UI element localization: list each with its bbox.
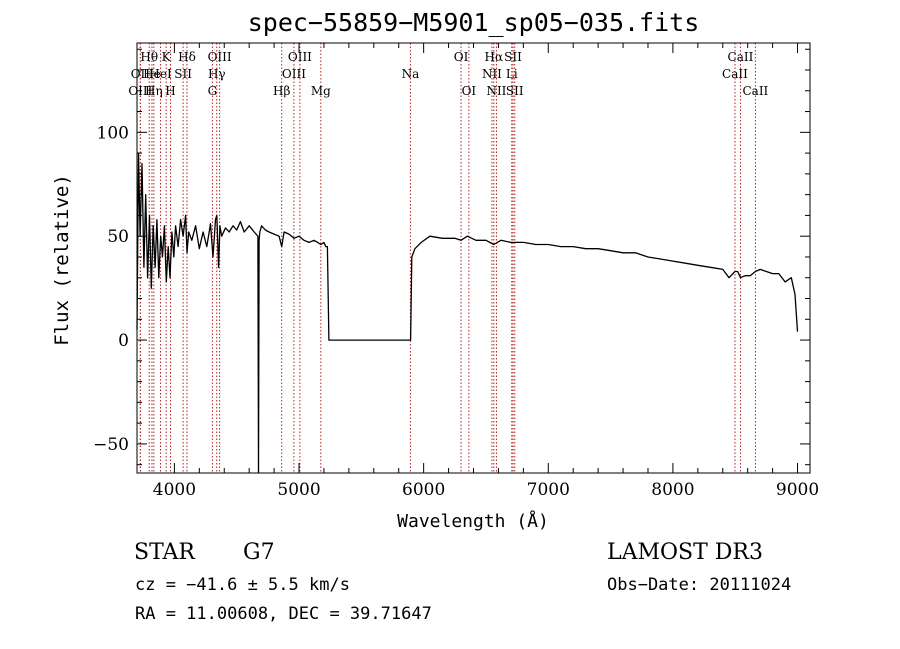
series-layer <box>136 152 799 474</box>
line-label-20: Hα <box>485 50 504 64</box>
y-tick-label-2: 50 <box>107 227 129 247</box>
line-label-14: OIII <box>282 67 306 81</box>
line-label-7: H <box>165 84 175 98</box>
line-label-27: CaII <box>728 50 754 64</box>
line-label-13: Hβ <box>273 84 290 98</box>
spectrum-series <box>136 152 799 474</box>
line-label-12: G <box>208 84 218 98</box>
line-label-layer: Hθ OII OIII He Hη K HeI H SII Hδ OIII Hγ G Hβ OIII OIII… <box>128 50 768 98</box>
survey-name: LAMOST DR3 <box>607 540 763 565</box>
y-tick-label-1: 0 <box>118 331 129 351</box>
line-label-21: NII <box>482 67 502 81</box>
x-tick-label-2: 6000 <box>402 480 445 500</box>
line-label-10: OIII <box>208 50 232 64</box>
line-label-8: SII <box>174 67 192 81</box>
line-label-1: OII <box>131 67 151 81</box>
line-label-16: Mg <box>311 84 331 98</box>
line-label-6: HeI <box>149 67 172 81</box>
x-tick-label-3: 7000 <box>527 480 570 500</box>
line-label-23: SII <box>504 50 522 64</box>
line-label-5: K <box>162 50 172 64</box>
x-axis-label: Wavelength (Å) <box>397 511 549 532</box>
plot-frame <box>136 42 811 474</box>
line-label-28: CaII <box>742 84 768 98</box>
y-tick-label-3: 100 <box>97 123 129 143</box>
line-label-4: Hη <box>145 84 163 98</box>
line-label-26: CaII <box>722 67 748 81</box>
line-label-9: Hδ <box>178 50 196 64</box>
x-tick-label-1: 5000 <box>277 480 320 500</box>
line-label-19: OI <box>462 84 477 98</box>
line-label-0: Hθ <box>140 50 158 64</box>
object-subclass: G7 <box>243 540 275 565</box>
marker-layer <box>139 43 756 473</box>
redshift-cz: cz = −41.6 ± 5.5 km/s <box>135 575 350 595</box>
x-tick-label-4: 8000 <box>651 480 694 500</box>
line-label-18: OI <box>454 50 469 64</box>
line-label-2: OIII <box>128 84 152 98</box>
y-tick-label-0: −50 <box>93 435 129 455</box>
x-tick-label-5: 9000 <box>776 480 819 500</box>
line-label-11: Hγ <box>208 67 226 81</box>
line-label-17: Na <box>402 67 420 81</box>
line-label-24: Li <box>506 67 518 81</box>
chart-title: spec−55859−M5901_sp05−035.fits <box>247 8 700 37</box>
axis-layer: 4000 5000 6000 7000 8000 9000 −50 0 50 100 <box>93 42 819 500</box>
object-class: STAR <box>134 540 195 565</box>
line-label-15: OIII <box>288 50 312 64</box>
line-label-22: NII <box>486 84 506 98</box>
line-label-3: He <box>143 67 161 81</box>
ra-dec: RA = 11.00608, DEC = 39.71647 <box>135 604 432 624</box>
line-label-25: SII <box>506 84 524 98</box>
x-tick-label-0: 4000 <box>153 480 196 500</box>
obs-date: Obs−Date: 20111024 <box>607 575 792 595</box>
